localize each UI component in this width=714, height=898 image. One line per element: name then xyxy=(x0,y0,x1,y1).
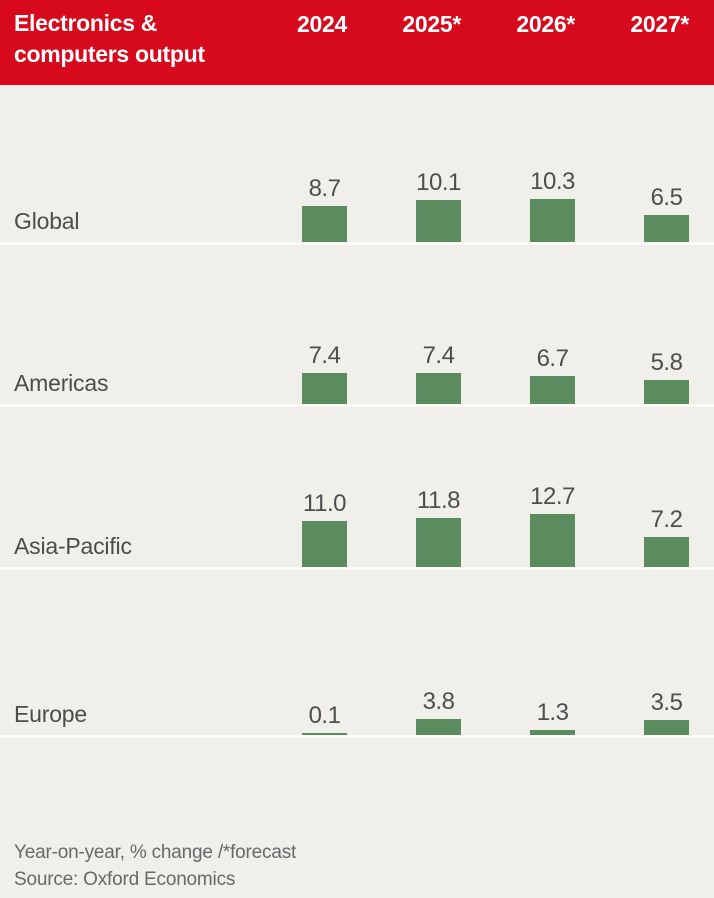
bar-value-label: 10.3 xyxy=(530,168,575,195)
bar-value-label: 6.7 xyxy=(536,345,569,372)
bar xyxy=(644,215,689,242)
bar-value-label: 11.0 xyxy=(303,490,346,517)
chart-title: Electronics & computers output xyxy=(14,10,205,67)
chart-footer: Year-on-year, % change /*forecast Source… xyxy=(14,839,694,893)
bar-value-label: 10.1 xyxy=(416,169,461,196)
bar xyxy=(302,206,347,242)
region-label-asia-pacific: Asia-Pacific xyxy=(14,533,132,559)
bar-value-label: 11.8 xyxy=(417,487,460,514)
column-header-2024: 2024 xyxy=(297,11,347,37)
bar-value-label: 12.7 xyxy=(530,483,575,510)
bar-value-label: 3.5 xyxy=(650,689,683,716)
row-baseline xyxy=(0,242,714,245)
bar xyxy=(416,373,461,404)
bar-value-label: 7.4 xyxy=(422,342,455,369)
bar xyxy=(530,199,575,242)
bar-value-label: 6.5 xyxy=(650,184,683,211)
row-baseline xyxy=(0,735,714,738)
row-baseline xyxy=(0,404,714,407)
chart-header-band: Electronics & computers output 2024 2025*… xyxy=(0,0,714,85)
region-label-global: Global xyxy=(14,208,80,234)
bar-value-label: 8.7 xyxy=(308,175,341,202)
chart-source: Source: Oxford Economics xyxy=(14,869,236,890)
column-header-2025: 2025* xyxy=(402,11,461,37)
chart-footnote: Year-on-year, % change /*forecast xyxy=(14,842,297,863)
region-label-europe: Europe xyxy=(14,701,87,727)
region-label-americas: Americas xyxy=(14,370,109,396)
bar xyxy=(644,380,689,404)
bar xyxy=(530,376,575,404)
bar xyxy=(416,719,461,735)
bar xyxy=(302,373,347,404)
bar-value-label: 0.1 xyxy=(308,702,341,729)
column-header-2027: 2027* xyxy=(630,11,689,37)
bar xyxy=(644,720,689,735)
row-baseline xyxy=(0,567,714,570)
bar xyxy=(416,518,461,567)
bar xyxy=(302,733,347,735)
bar-value-label: 5.8 xyxy=(650,349,683,376)
bar-value-label: 3.8 xyxy=(422,688,455,715)
column-header-2026: 2026* xyxy=(516,11,575,37)
bar xyxy=(302,521,347,567)
bar xyxy=(416,200,461,242)
bar-value-label: 7.4 xyxy=(308,342,341,369)
bar xyxy=(530,514,575,567)
bar xyxy=(530,730,575,735)
bar-value-label: 7.2 xyxy=(650,506,683,533)
bar xyxy=(644,537,689,567)
bar-value-label: 1.3 xyxy=(536,699,569,726)
